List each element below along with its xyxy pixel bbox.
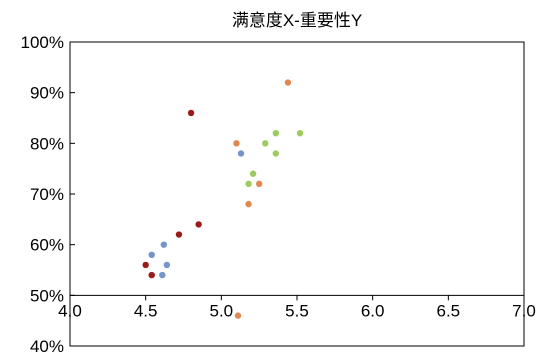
scatter-point-series-3	[245, 200, 252, 208]
x-tick-label: 6.0	[361, 301, 385, 320]
y-tick-label: 90%	[30, 84, 64, 103]
x-axis-ticks: 4.0 4.5 5.0 5.5 6.0 6.5 7.0	[58, 295, 536, 320]
scatter-point-series-1	[195, 221, 202, 228]
scatter-point-series-4	[296, 130, 304, 137]
scatter-point-series-1	[148, 271, 155, 279]
scatter-point-series-3	[255, 180, 263, 188]
x-tick-label: 4.0	[58, 301, 82, 320]
data-points	[142, 79, 304, 319]
scatter-point-series-4	[245, 180, 252, 188]
scatter-point-series-2	[148, 251, 155, 258]
scatter-point-series-3	[233, 140, 240, 147]
scatter-point-series-2	[163, 261, 171, 269]
scatter-point-series-1	[142, 261, 149, 269]
y-tick-label: 80%	[30, 134, 64, 153]
y-tick-label: 70%	[30, 185, 64, 204]
y-tick-label: 50%	[30, 286, 64, 305]
scatter-point-series-3	[234, 312, 242, 319]
scatter-point-series-2	[160, 241, 168, 248]
scatter-point-series-3	[284, 79, 292, 86]
x-tick-label: 6.5	[437, 301, 461, 320]
scatter-point-series-4	[272, 130, 280, 137]
scatter-point-series-1	[187, 109, 195, 117]
y-axis-ticks: 40% 50% 60% 70% 80% 90% 100%	[21, 33, 75, 356]
y-tick-label: 40%	[30, 337, 64, 356]
x-tick-label: 4.5	[134, 301, 158, 320]
scatter-point-series-2	[159, 271, 166, 279]
scatter-point-series-2	[237, 150, 245, 157]
chart-title: 满意度X-重要性Y	[232, 11, 362, 30]
x-tick-label: 5.0	[210, 301, 234, 320]
scatter-point-series-1	[175, 231, 183, 238]
y-tick-label: 60%	[30, 236, 64, 255]
y-tick-label: 100%	[21, 33, 64, 52]
scatter-point-series-4	[272, 150, 280, 157]
x-tick-label: 7.0	[512, 301, 536, 320]
scatter-point-series-4	[249, 170, 257, 177]
x-tick-label: 5.5	[285, 301, 309, 320]
scatter-point-series-4	[262, 140, 269, 147]
